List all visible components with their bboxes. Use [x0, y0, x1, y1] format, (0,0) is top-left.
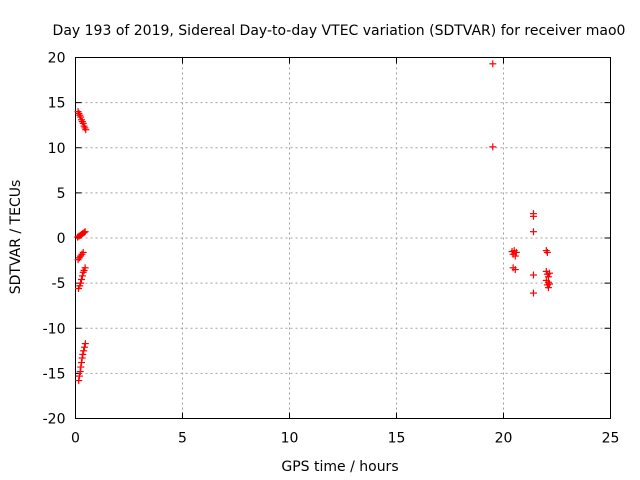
- x-tick-label: 20: [495, 431, 513, 447]
- y-tick-label: 10: [48, 141, 66, 157]
- data-point: [544, 284, 552, 292]
- data-point: [81, 228, 89, 236]
- axis-ticks: 0 5 10 15 20 25 -20 -15 -10 -5 0 5 10 15 20: [43, 51, 620, 447]
- data-point: [546, 280, 554, 288]
- data-point: [529, 212, 537, 220]
- data-point: [542, 247, 550, 255]
- data-point: [546, 269, 554, 277]
- x-tick-label: 15: [388, 431, 406, 447]
- data-point: [511, 266, 519, 274]
- y-tick-label: -20: [43, 412, 66, 428]
- y-tick-label: -10: [43, 321, 66, 337]
- data-point: [81, 340, 89, 348]
- data-point: [81, 124, 89, 132]
- data-point: [75, 372, 83, 380]
- x-tick-label: 5: [178, 431, 187, 447]
- data-point: [77, 276, 85, 284]
- data-point: [80, 229, 88, 237]
- y-tick-label: 5: [57, 186, 66, 202]
- data-point: [529, 228, 537, 236]
- data-point: [80, 347, 88, 355]
- chart-title: Day 193 of 2019, Sidereal Day-to-day VTE…: [53, 23, 626, 39]
- data-point: [75, 377, 83, 385]
- data-points: [74, 60, 554, 385]
- data-point: [80, 343, 88, 351]
- data-point: [75, 109, 83, 117]
- y-tick-label: 20: [48, 51, 66, 67]
- data-point: [529, 271, 537, 279]
- data-point: [489, 143, 497, 151]
- grid: [75, 57, 611, 419]
- data-point: [76, 111, 84, 119]
- data-point: [77, 279, 85, 287]
- data-point: [512, 248, 520, 256]
- data-point: [511, 252, 519, 260]
- data-point: [81, 264, 89, 272]
- y-tick-label: -5: [52, 276, 66, 292]
- data-point: [543, 248, 551, 256]
- data-point: [77, 359, 85, 367]
- data-point: [78, 118, 86, 126]
- data-point: [77, 363, 85, 371]
- y-tick-label: 0: [57, 231, 66, 247]
- data-point: [78, 272, 86, 280]
- data-point: [529, 289, 537, 297]
- data-point: [82, 126, 90, 134]
- y-axis-label: SDTVAR / TECUs: [8, 180, 24, 295]
- data-point: [489, 60, 497, 68]
- data-point: [79, 350, 87, 358]
- y-tick-label: -15: [43, 366, 66, 382]
- x-tick-label: 10: [281, 431, 299, 447]
- data-point: [78, 354, 86, 362]
- data-point: [79, 248, 87, 256]
- y-tick-label: 15: [48, 96, 66, 112]
- x-axis-label: GPS time / hours: [281, 459, 398, 475]
- x-tick-label: 0: [71, 431, 80, 447]
- data-point: [76, 368, 84, 376]
- x-tick-label: 25: [602, 431, 620, 447]
